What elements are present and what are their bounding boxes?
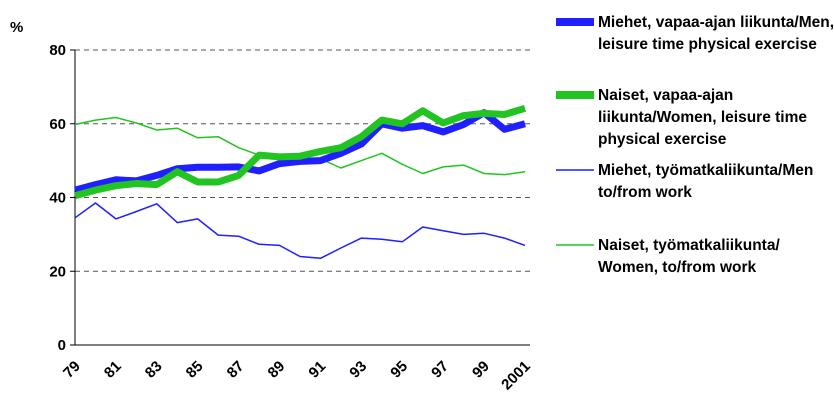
y-axis-label: % <box>10 19 23 36</box>
x-tick-label: 83 <box>142 358 166 382</box>
legend-label: Naiset, työmatkaliikunta/ Women, to/from… <box>598 237 780 276</box>
legend-label: Naiset, vapaa-ajan liikunta/Women, leisu… <box>598 87 808 148</box>
y-tick-label: 80 <box>49 42 66 59</box>
y-tick-label: 60 <box>49 116 66 133</box>
x-tick-label: 99 <box>469 358 493 382</box>
x-tick-label: 79 <box>60 358 84 382</box>
x-tick-label: 95 <box>387 358 411 382</box>
series-line <box>74 202 526 260</box>
x-tick-label: 2001 <box>498 358 534 394</box>
x-tick-label: 91 <box>305 358 329 382</box>
x-tick-label: 97 <box>428 358 452 382</box>
y-tick-label: 0 <box>58 337 66 354</box>
series-line <box>74 109 526 194</box>
x-tick-label: 85 <box>183 358 207 382</box>
series-line <box>74 104 527 200</box>
y-tick-label: 40 <box>49 190 66 207</box>
legend-label: Miehet, työmatkaliikunta/Men to/from wor… <box>598 162 814 201</box>
legend-label: Miehet, vapaa-ajan liikunta/Men, leisure… <box>598 14 834 53</box>
x-tick-label: 81 <box>101 358 125 382</box>
x-tick-label: 93 <box>346 358 370 382</box>
x-tick-label: 87 <box>224 358 248 382</box>
x-tick-label: 89 <box>265 358 289 382</box>
y-tick-label: 20 <box>49 263 66 280</box>
